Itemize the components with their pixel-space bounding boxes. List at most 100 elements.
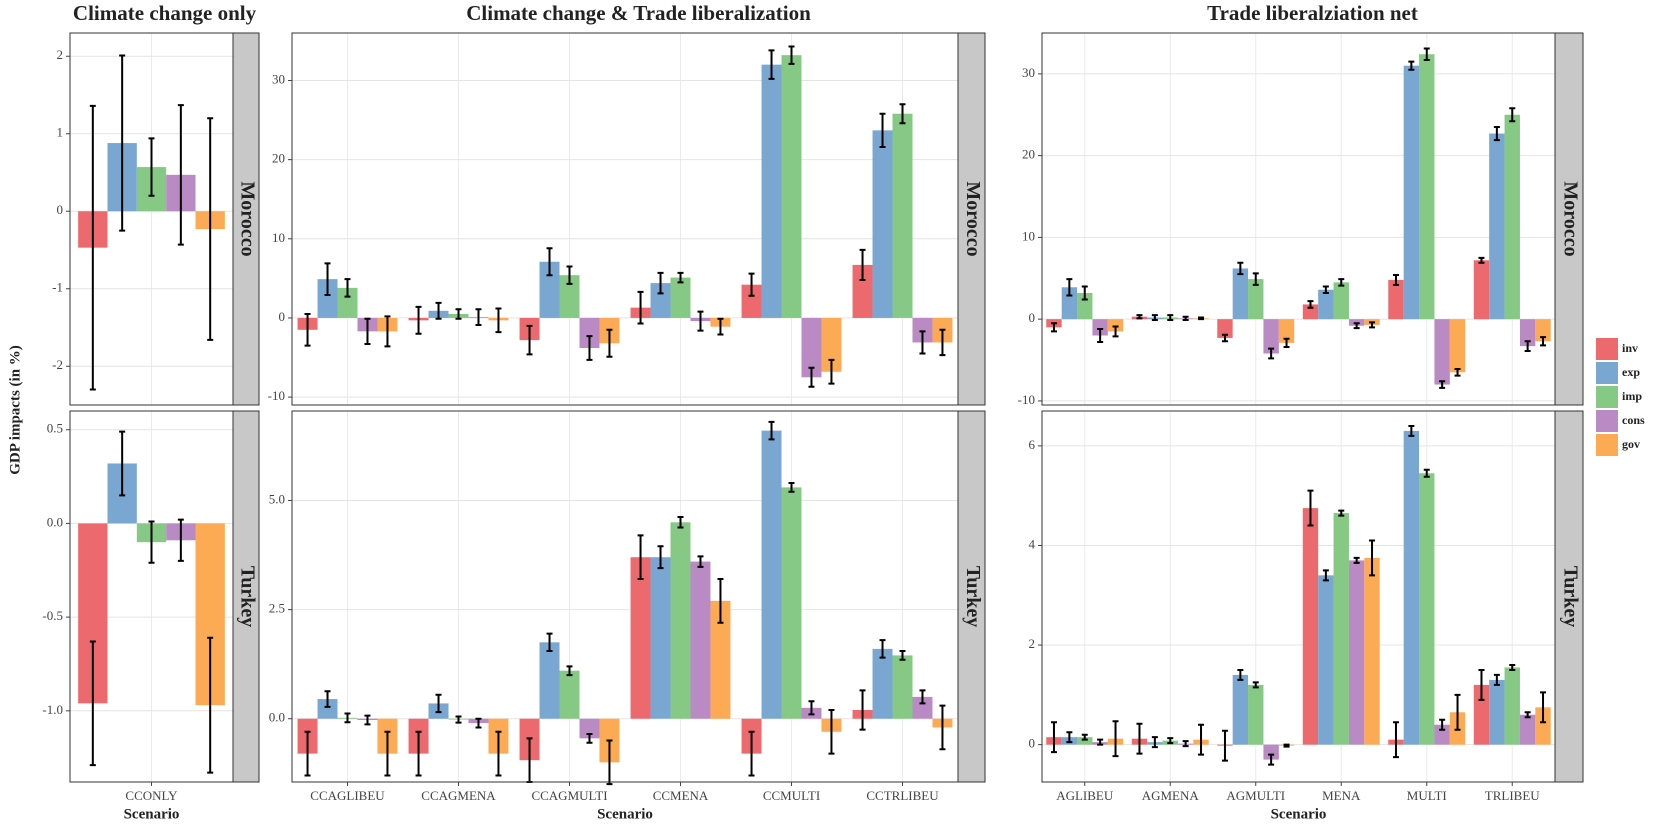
y-tick-label: 30 <box>1022 65 1035 80</box>
y-tick-label: -0.5 <box>42 608 63 623</box>
legend-swatch <box>1596 362 1618 384</box>
error-bar <box>1112 720 1119 758</box>
y-tick-label: -1.0 <box>42 702 63 717</box>
error-bar <box>748 272 755 297</box>
legend-label: exp <box>1622 365 1640 379</box>
x-tick-label: AGMULTI <box>1226 788 1285 803</box>
bar <box>539 642 560 719</box>
error-bar <box>939 328 946 357</box>
y-tick-label: 6 <box>1029 437 1036 452</box>
bar <box>1232 674 1249 745</box>
error-bar <box>177 104 184 246</box>
bar <box>1419 54 1435 320</box>
bar <box>1489 679 1505 745</box>
error-bar <box>1423 468 1430 478</box>
error-bar <box>364 317 371 346</box>
error-bar <box>344 278 351 298</box>
facet-strip <box>232 410 260 783</box>
y-tick-label: 10 <box>1022 228 1035 243</box>
error-bar <box>1221 333 1228 343</box>
bar <box>670 522 691 719</box>
y-tick-label: -1 <box>52 280 63 295</box>
facet-strip <box>1554 32 1584 406</box>
bar <box>761 64 782 318</box>
error-bar <box>1524 340 1531 353</box>
error-bar <box>717 578 724 624</box>
error-bar <box>566 265 573 285</box>
bar <box>1473 260 1490 320</box>
bar <box>1504 667 1520 745</box>
bar <box>1434 724 1450 745</box>
y-tick-label: 10 <box>272 230 285 245</box>
bar <box>579 317 600 349</box>
error-bar <box>546 632 553 653</box>
error-bar <box>1322 285 1329 294</box>
bar <box>1519 714 1536 745</box>
error-bar <box>1478 256 1485 264</box>
error-bar <box>1478 668 1485 701</box>
y-tick-label: 4 <box>1029 536 1036 551</box>
error-bar <box>1338 278 1345 287</box>
plot-background <box>292 33 958 405</box>
x-axis-title: Scenario <box>597 806 653 822</box>
error-bar <box>1182 315 1189 321</box>
error-bar <box>1524 711 1531 719</box>
bar <box>1217 319 1233 338</box>
x-tick-label: MENA <box>1322 788 1361 803</box>
error-bar <box>1408 60 1415 71</box>
error-bar <box>1338 509 1345 517</box>
bar <box>1278 319 1295 343</box>
error-bar <box>657 545 664 570</box>
facet-strip <box>232 32 260 406</box>
error-bar <box>1237 261 1244 276</box>
error-bar <box>566 665 573 677</box>
bar <box>741 284 762 318</box>
y-tick-label: 0.0 <box>47 514 63 529</box>
error-bar <box>1198 316 1205 321</box>
error-bar <box>637 534 644 581</box>
error-bar <box>1353 556 1360 564</box>
error-bar <box>1408 424 1415 437</box>
facet-strip <box>1554 410 1584 783</box>
facet-label: Turkey <box>236 566 258 628</box>
legend-label: cons <box>1622 413 1645 427</box>
error-bar <box>546 247 553 277</box>
y-tick-label: 30 <box>272 71 285 86</box>
error-bar <box>1268 347 1275 360</box>
facet-label: Morocco <box>962 181 984 256</box>
error-bar <box>586 335 593 361</box>
x-tick-label: CCMULTI <box>763 788 820 803</box>
error-bar <box>455 308 462 320</box>
y-tick-label: 1 <box>57 125 64 140</box>
error-bar <box>384 315 391 348</box>
error-bar <box>899 103 906 125</box>
bar <box>892 655 913 719</box>
error-bar <box>1112 325 1119 338</box>
error-bar <box>1136 314 1143 320</box>
error-bar <box>879 112 886 148</box>
error-bar <box>788 45 795 65</box>
y-axis-title: GDP impacts (in %) <box>7 345 23 475</box>
bar <box>1077 292 1093 320</box>
error-bar <box>1081 285 1088 301</box>
x-tick-label: MULTI <box>1407 788 1447 803</box>
bar <box>1302 304 1319 320</box>
bar <box>1107 319 1124 332</box>
bar <box>630 557 651 719</box>
y-tick-label: 2 <box>57 47 64 62</box>
error-bar <box>1283 743 1290 748</box>
error-bar <box>697 555 704 568</box>
legend-swatch <box>1596 434 1618 456</box>
bar <box>1348 560 1365 745</box>
error-bar <box>415 730 422 777</box>
error-bar <box>1221 729 1228 762</box>
x-tick-label: AGLIBEU <box>1056 788 1114 803</box>
error-bar <box>1509 107 1516 123</box>
plot-background <box>1042 33 1555 405</box>
bar <box>670 277 691 318</box>
error-bar <box>1423 47 1430 61</box>
facet-label: Morocco <box>236 181 258 256</box>
error-bar <box>1252 272 1259 286</box>
bar <box>337 287 358 318</box>
bar <box>650 557 671 719</box>
